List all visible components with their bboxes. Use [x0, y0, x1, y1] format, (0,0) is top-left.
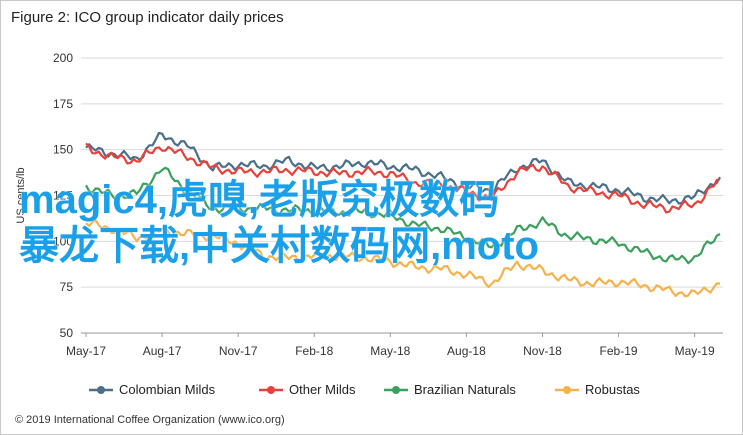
- y-tick-label: 150: [53, 143, 73, 157]
- x-tick-label: May-19: [675, 344, 715, 358]
- watermark-overlay-text: magic4,虎嗅,老版究极数码 暴龙下载,中关村数码网,moto: [19, 177, 719, 269]
- series-line-colombian-milds: [85, 131, 721, 205]
- y-tick-label: 200: [53, 51, 73, 65]
- legend-label: Colombian Milds: [119, 382, 216, 397]
- x-tick-label: Aug-17: [143, 344, 182, 358]
- legend-marker: [392, 386, 400, 394]
- y-tick-label: 100: [53, 234, 73, 248]
- x-tick-label: Feb-18: [295, 344, 333, 358]
- chart-title: Figure 2: ICO group indicator daily pric…: [11, 9, 284, 26]
- source-note: © 2019 International Coffee Organization…: [15, 414, 285, 426]
- series-lines: [85, 131, 721, 298]
- overlay-line-1: magic4,虎嗅,老版究极数码: [19, 178, 500, 222]
- series-line-brazilian-naturals: [85, 166, 721, 265]
- legend-marker: [267, 386, 275, 394]
- x-tick-label: Aug-18: [447, 344, 486, 358]
- legend-label: Brazilian Naturals: [414, 382, 516, 397]
- y-tick-label: 75: [60, 280, 74, 294]
- series-line-other-milds: [85, 142, 721, 214]
- overlay-line-2: 暴龙下载,中关村数码网,moto: [19, 224, 539, 268]
- x-axis: May-17 Aug-17 Nov-17 Feb-18 May-18 Aug-18 Nov-…: [66, 332, 723, 358]
- legend-marker: [97, 386, 105, 394]
- x-tick-label: May-17: [66, 344, 106, 358]
- legend: Colombian Milds Other Milds Brazilian Natu…: [89, 382, 640, 397]
- x-tick-label: Feb-19: [600, 344, 638, 358]
- y-tick-label: 50: [60, 326, 74, 340]
- y-axis-label: US cents/lb: [15, 167, 27, 223]
- x-tick-label: May-18: [370, 344, 410, 358]
- y-axis: 50 75 100 125 150 175 200 US cents/lb: [15, 51, 73, 340]
- x-tick-label: Nov-17: [219, 344, 258, 358]
- y-tick-label: 125: [53, 189, 73, 203]
- series-line-robustas: [85, 218, 721, 298]
- legend-marker: [563, 386, 571, 394]
- legend-label: Robustas: [585, 382, 640, 397]
- y-tick-label: 175: [53, 97, 73, 111]
- x-tick-label: Nov-18: [523, 344, 562, 358]
- legend-label: Other Milds: [289, 382, 356, 397]
